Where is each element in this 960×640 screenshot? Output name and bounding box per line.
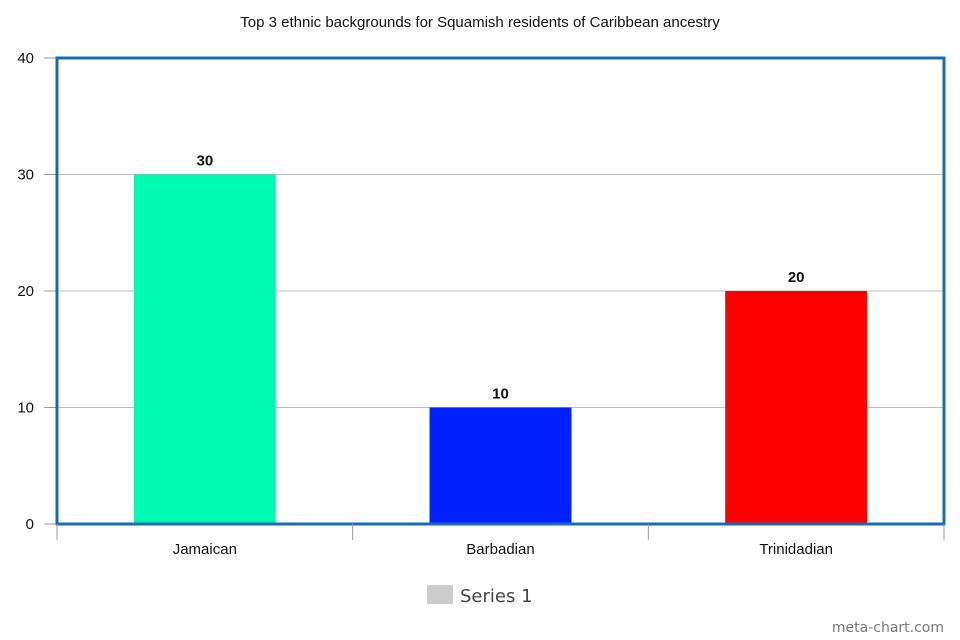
data-labels: 30 10 20 — [196, 153, 804, 403]
chart-title: Top 3 ethnic backgrounds for Squamish re… — [240, 14, 720, 31]
legend-label: Series 1 — [460, 586, 533, 607]
y-tick-label: 10 — [17, 400, 34, 417]
bar-jamaican[interactable] — [133, 174, 276, 525]
y-tick-label: 0 — [26, 516, 34, 533]
bars — [133, 174, 868, 525]
x-tick-label: Trinidadian — [759, 541, 833, 558]
x-tick-label: Jamaican — [173, 541, 237, 558]
y-tick-label: 30 — [17, 167, 34, 184]
y-tick-label: 20 — [17, 283, 34, 300]
x-tick-label: Barbadian — [466, 541, 534, 558]
legend-swatch — [427, 585, 453, 604]
x-axis-ticks: Jamaican Barbadian Trinidadian — [56, 524, 945, 558]
bar-trinidadian[interactable] — [725, 291, 868, 524]
watermark-text: meta-chart.com — [832, 620, 944, 636]
y-axis-ticks: 0 10 20 30 40 — [17, 50, 57, 533]
bar-barbadian[interactable] — [429, 407, 572, 525]
y-tick-label: 40 — [17, 50, 34, 67]
data-label-barbadian: 10 — [492, 386, 509, 403]
data-label-trinidadian: 20 — [788, 269, 805, 286]
legend[interactable]: Series 1 — [427, 585, 533, 607]
data-label-jamaican: 30 — [196, 153, 213, 170]
plot-area-border — [55, 56, 946, 526]
